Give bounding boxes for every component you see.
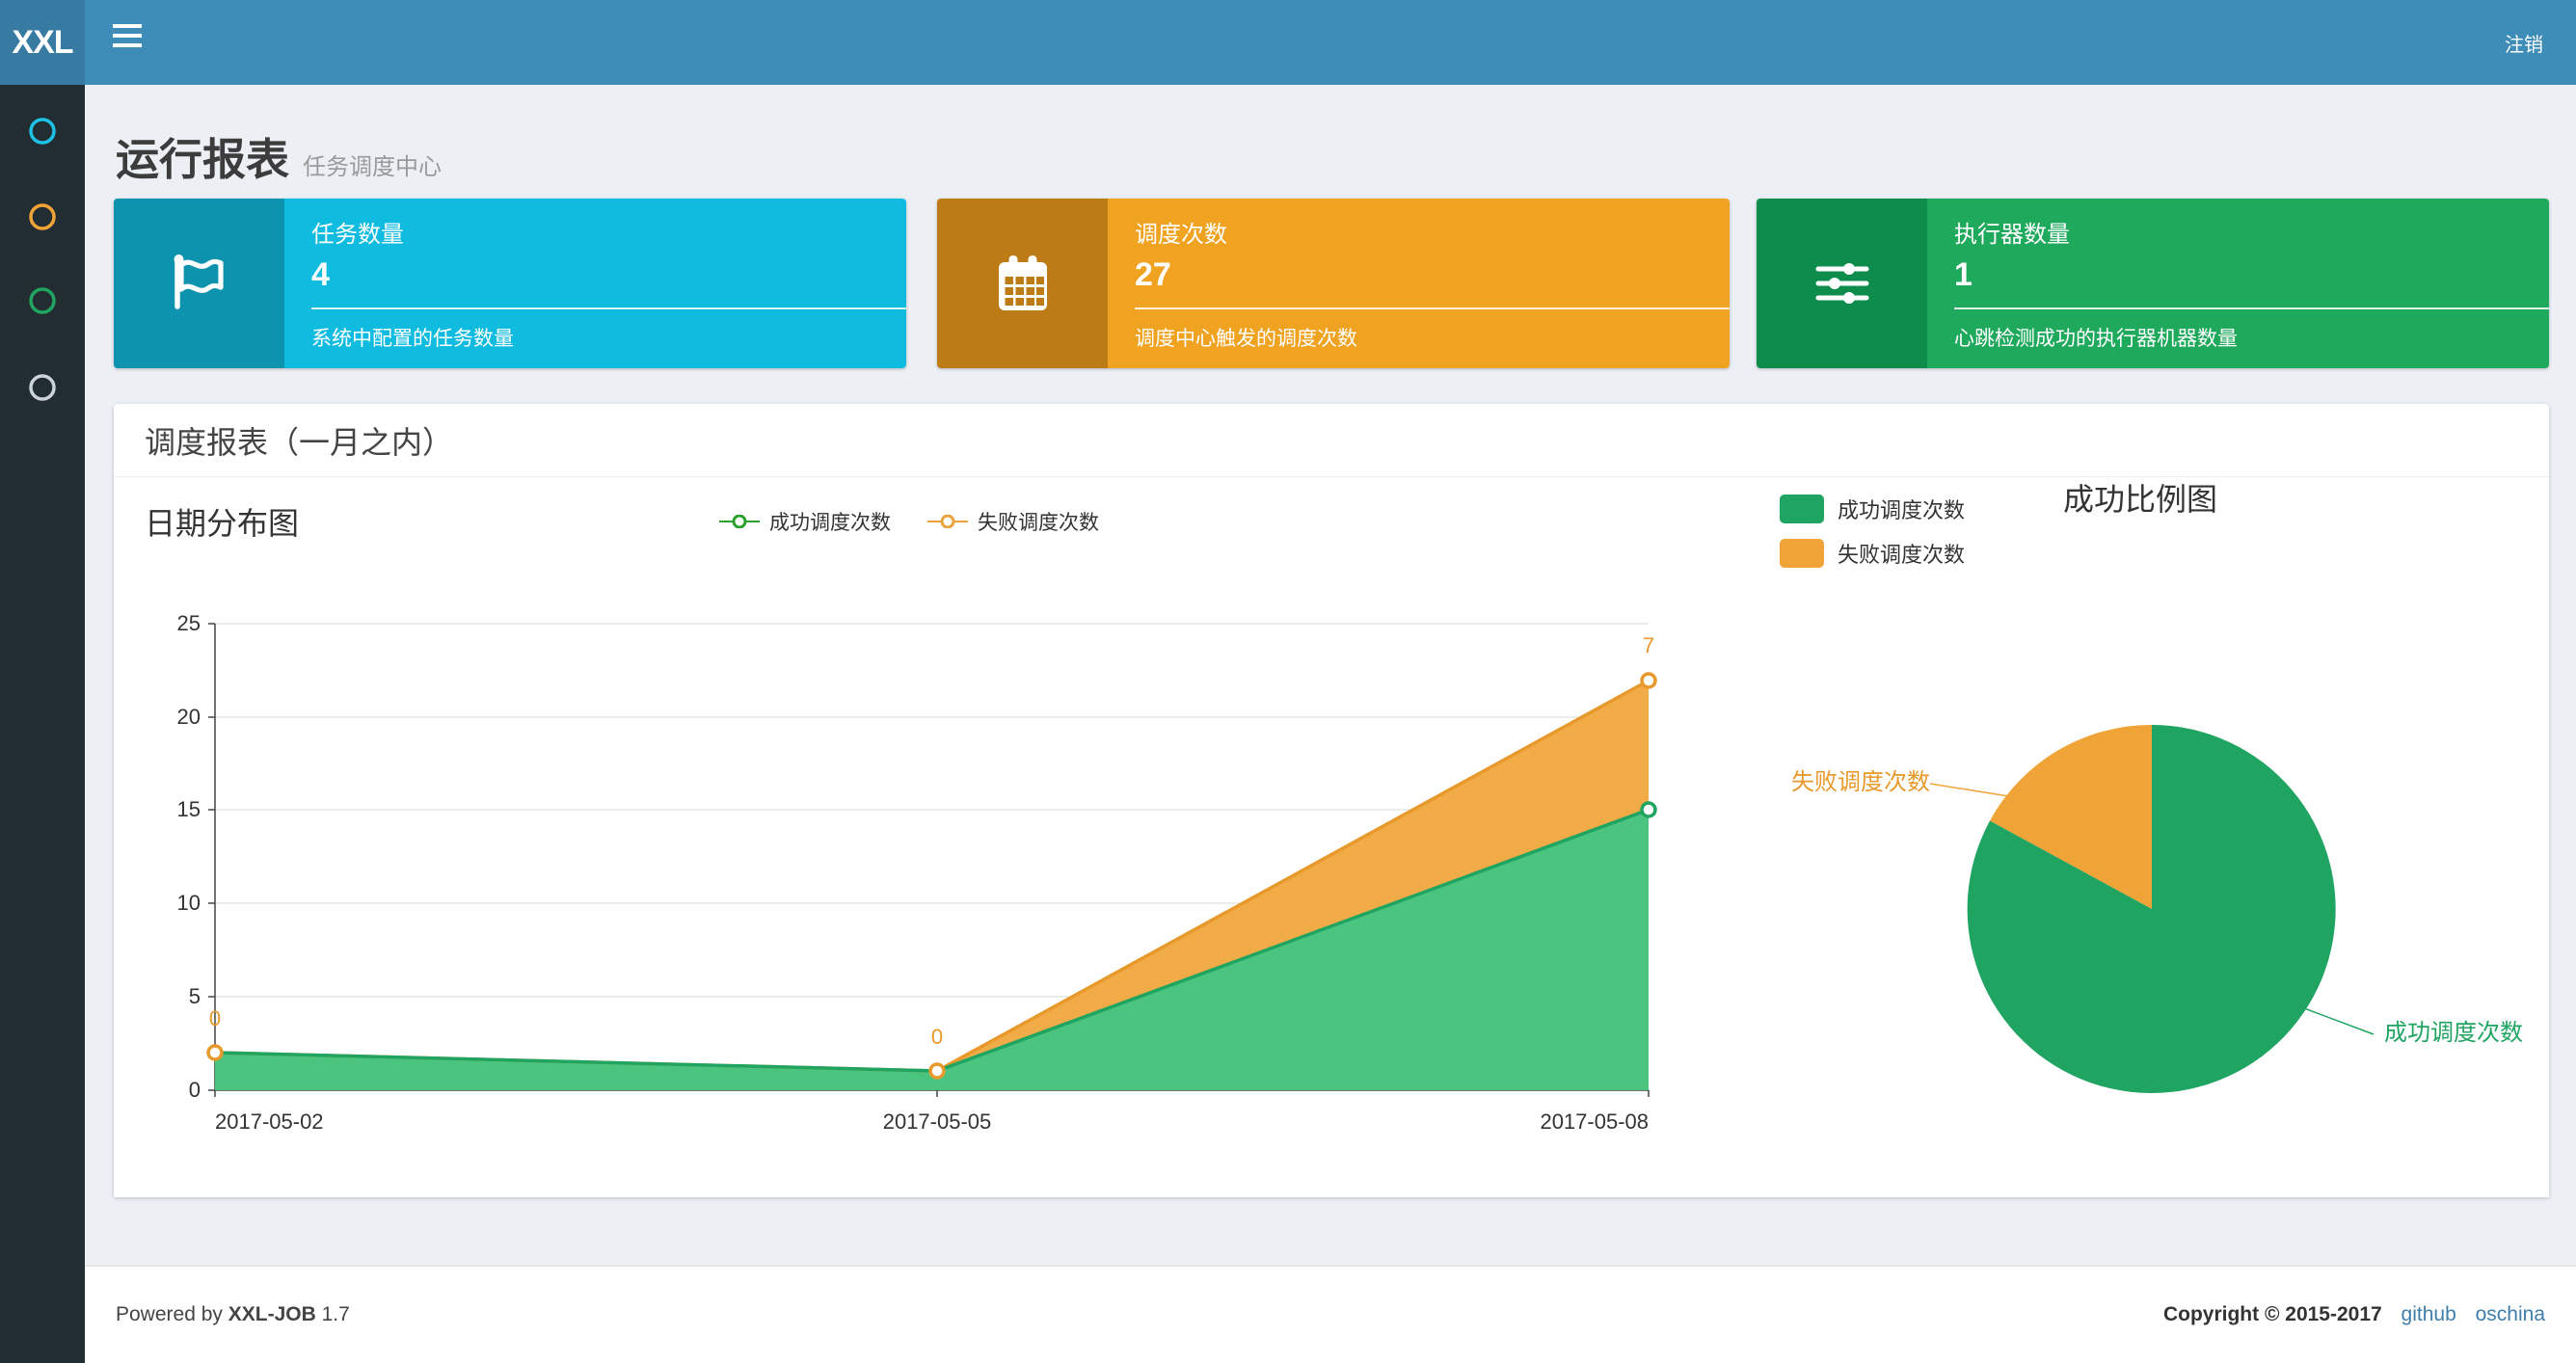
svg-text:7: 7 [1643,633,1654,657]
svg-text:20: 20 [177,705,201,729]
svg-text:5: 5 [189,984,201,1008]
svg-text:15: 15 [177,797,201,821]
svg-text:2017-05-05: 2017-05-05 [883,1109,992,1134]
svg-text:25: 25 [177,611,201,635]
svg-text:10: 10 [177,891,201,915]
svg-text:2017-05-08: 2017-05-08 [1540,1109,1649,1134]
svg-text:0: 0 [209,1006,221,1030]
svg-text:失败调度次数: 失败调度次数 [1791,769,1930,795]
svg-text:成功调度次数: 成功调度次数 [2384,1020,2523,1046]
svg-text:0: 0 [189,1078,201,1102]
svg-text:0: 0 [931,1025,943,1049]
svg-text:2017-05-02: 2017-05-02 [215,1109,324,1134]
